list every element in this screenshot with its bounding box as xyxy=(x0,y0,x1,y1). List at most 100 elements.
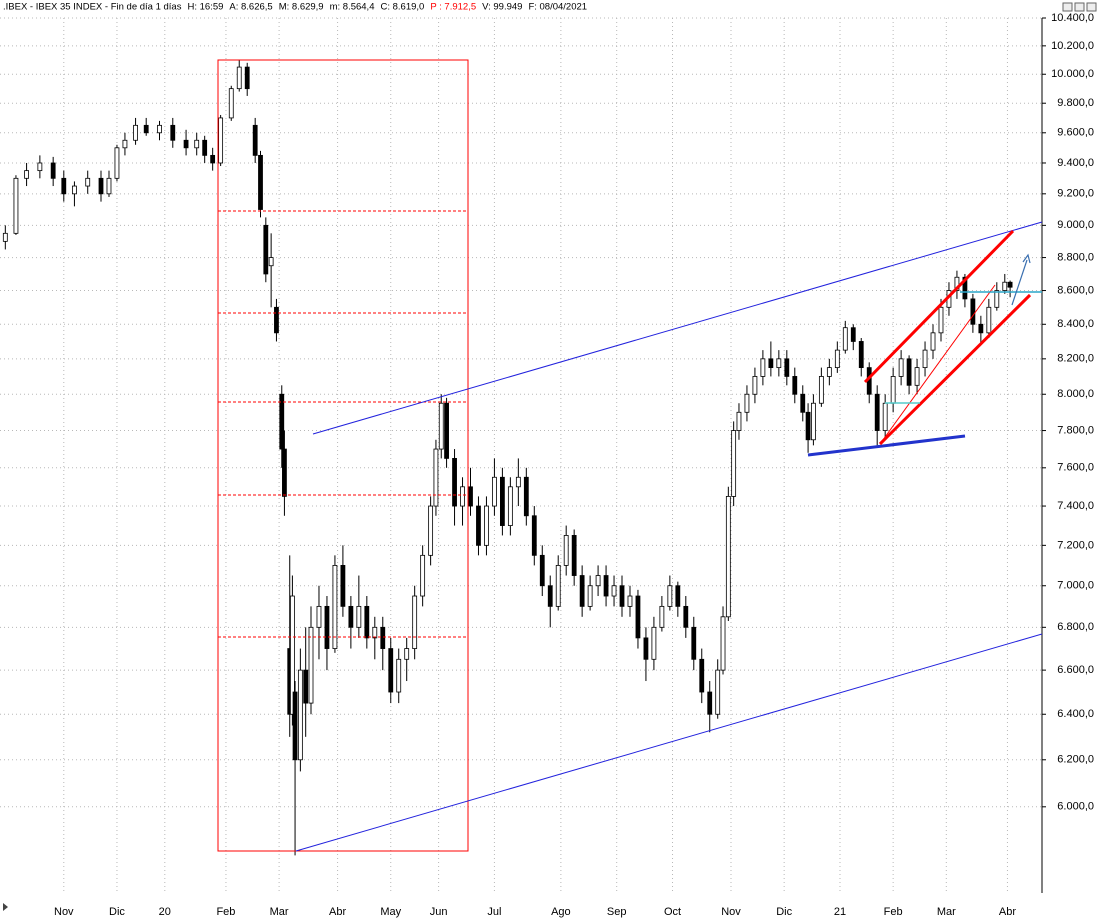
candle-body xyxy=(752,376,758,395)
candle-body xyxy=(433,448,439,507)
candle-body xyxy=(595,575,601,587)
candle-body xyxy=(122,139,128,149)
x-tick-label: Nov xyxy=(54,906,74,918)
y-tick-label: 6.600,0 xyxy=(1057,664,1094,676)
candle-body xyxy=(715,669,721,715)
candle-body xyxy=(938,306,944,334)
candle-body xyxy=(106,177,112,195)
candle-body xyxy=(725,495,731,618)
candle-body xyxy=(539,554,545,587)
y-tick-label: 6.000,0 xyxy=(1057,801,1094,813)
y-tick-label: 8.400,0 xyxy=(1057,318,1094,330)
candles xyxy=(2,59,1013,856)
support-line xyxy=(807,434,966,457)
candle-body xyxy=(627,595,633,607)
candle-body xyxy=(420,554,426,597)
candle-body xyxy=(279,393,285,450)
candle-body xyxy=(170,124,176,141)
y-tick-label: 7.400,0 xyxy=(1057,500,1094,512)
grid: 6.000,0 6.200,0 6.400,0 6.600,0 6.800,0 7.000… xyxy=(0,12,1094,918)
channel-bottom xyxy=(878,293,1032,446)
candle-body xyxy=(914,367,920,386)
candle-body xyxy=(555,565,561,607)
candle-body xyxy=(776,358,782,369)
y-tick-label: 7.200,0 xyxy=(1057,539,1094,551)
candle-body xyxy=(274,306,279,334)
x-tick-label: Abr xyxy=(999,906,1016,918)
candle-body xyxy=(452,458,457,507)
candle-body xyxy=(954,276,960,291)
x-tick-label: Dic xyxy=(109,906,125,918)
scroll-icon[interactable] xyxy=(3,903,8,911)
candle-body xyxy=(842,327,848,351)
header-info: M: 8.629,9 xyxy=(279,2,324,13)
candle-body xyxy=(252,124,258,156)
candle-body xyxy=(460,486,465,507)
candle-body xyxy=(282,448,287,497)
candle-body xyxy=(882,402,888,431)
header-info: F: 08/04/2021 xyxy=(528,2,587,13)
candle-body xyxy=(85,177,91,187)
candle-body xyxy=(218,117,224,164)
x-tick-label: Feb xyxy=(216,906,235,918)
y-tick-label: 10.200,0 xyxy=(1051,40,1094,52)
x-tick-label: Mar xyxy=(937,906,956,918)
candle-body xyxy=(438,402,444,450)
candle-body xyxy=(412,595,418,649)
arrow xyxy=(1011,259,1028,306)
candle-body xyxy=(340,565,346,607)
candle-body xyxy=(1007,281,1013,288)
candle-body xyxy=(523,476,529,517)
y-tick-label: 8.600,0 xyxy=(1057,284,1094,296)
candle-body xyxy=(289,595,295,715)
y-tick-label: 9.800,0 xyxy=(1057,97,1094,109)
candle-body xyxy=(308,626,314,704)
candle-body xyxy=(515,476,521,488)
candle-body xyxy=(531,515,537,556)
header-info: C: 8.619,0 xyxy=(380,2,424,13)
candle-body xyxy=(890,376,896,404)
window-buttons[interactable] xyxy=(1062,2,1097,12)
candle-body xyxy=(720,616,726,671)
candle-body xyxy=(50,162,56,179)
y-tick-label: 9.400,0 xyxy=(1057,157,1094,169)
candle-body xyxy=(268,257,274,267)
candle-body xyxy=(906,358,912,386)
x-tick-label: Ago xyxy=(551,906,571,918)
y-tick-label: 8.800,0 xyxy=(1057,251,1094,263)
y-tick-label: 6.400,0 xyxy=(1057,708,1094,720)
candle-body xyxy=(348,605,354,628)
candle-body xyxy=(228,88,234,119)
candle-body xyxy=(619,585,625,607)
candle-body xyxy=(324,605,330,649)
x-tick-label: Abr xyxy=(329,906,346,918)
y-tick-label: 7.000,0 xyxy=(1057,580,1094,592)
candle-body xyxy=(388,648,394,693)
minimize-button[interactable] xyxy=(1062,2,1073,12)
y-tick-label: 10.000,0 xyxy=(1051,68,1094,80)
candle-body xyxy=(922,349,928,369)
candle-body xyxy=(143,124,149,134)
candle-body xyxy=(244,66,250,90)
candle-body xyxy=(744,393,750,413)
header-info: P : 7.912,5 xyxy=(430,2,476,13)
candle-body xyxy=(810,402,816,441)
candle-body xyxy=(898,358,904,377)
candle-body xyxy=(332,565,338,649)
maximize-button[interactable] xyxy=(1074,2,1085,12)
candle-body xyxy=(303,669,309,704)
candle-body xyxy=(372,626,378,639)
x-tick-label: 20 xyxy=(159,906,171,918)
red-range-box xyxy=(217,59,469,852)
header-info: A: 8.626,5 xyxy=(229,2,272,13)
upper-trendline xyxy=(312,221,1043,435)
x-tick-label: May xyxy=(380,906,401,918)
candle-body xyxy=(183,139,189,149)
candle-body xyxy=(635,595,641,639)
candle-body xyxy=(297,669,303,761)
candle-body xyxy=(1002,281,1008,291)
candle-body xyxy=(930,332,936,351)
close-button[interactable] xyxy=(1086,2,1097,12)
candle-body xyxy=(13,177,19,234)
